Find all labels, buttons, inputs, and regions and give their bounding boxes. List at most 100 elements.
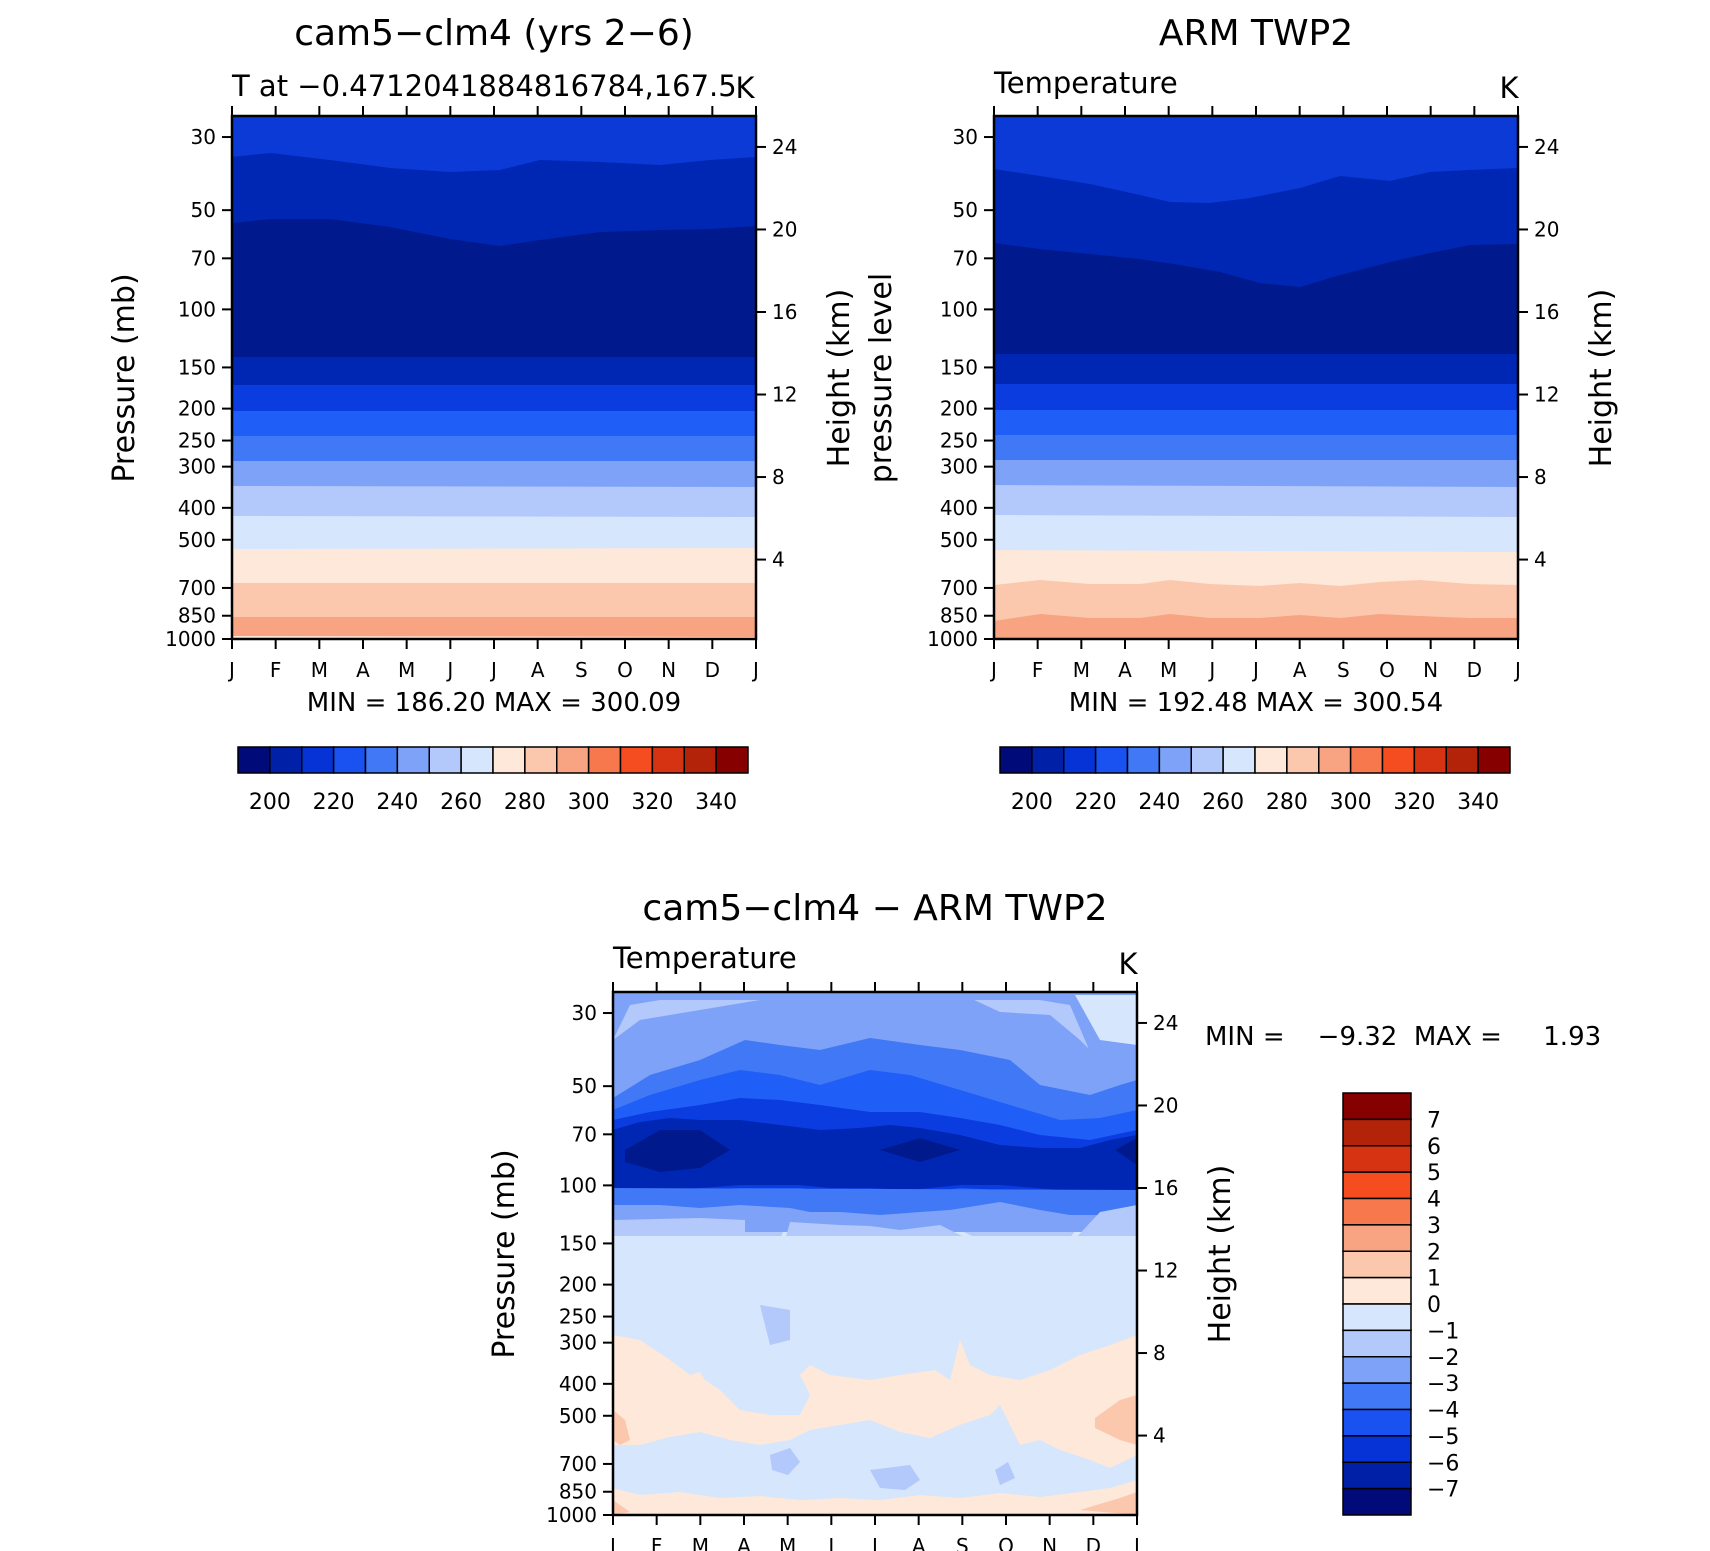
y-axis-label-left: pressure level (864, 273, 899, 483)
pressure-tick-label: 50 (191, 198, 216, 222)
colorbar-swatch (1342, 1250, 1412, 1279)
colorbar-swatch (1342, 1435, 1412, 1463)
colorbar-swatch (237, 746, 271, 774)
colorbar-swatch (619, 746, 654, 774)
pressure-tick-label: 700 (940, 576, 978, 600)
colorbar-label: 200 (249, 790, 291, 815)
colorbar-swatch (1094, 746, 1129, 774)
colorbar-label: −1 (1427, 1319, 1459, 1344)
pressure-tick-label: 200 (940, 397, 978, 421)
colorbar-swatch (1342, 1487, 1412, 1516)
height-tick-label: 20 (1534, 217, 1559, 241)
month-tick-label: J (227, 658, 235, 682)
month-tick-label: N (1042, 1534, 1057, 1551)
height-tick-label: 8 (772, 465, 785, 489)
pressure-tick-label: 150 (178, 355, 216, 379)
month-tick-label: F (651, 1534, 663, 1551)
colorbar-swatch (1342, 1224, 1412, 1252)
month-tick-label: M (1160, 658, 1177, 682)
colorbar-label: 260 (440, 790, 482, 815)
colorbar-label: 340 (1457, 790, 1499, 815)
colorbar-swatch (1342, 1145, 1412, 1173)
y-axis-label-right: Height (km) (1584, 289, 1619, 468)
month-tick-label: S (575, 658, 588, 682)
colorbar-label: 320 (631, 790, 673, 815)
colorbar-swatch (1190, 746, 1224, 774)
month-tick-label: N (661, 658, 676, 682)
month-tick-label: J (826, 1534, 834, 1551)
pressure-tick-label: 300 (559, 1331, 597, 1355)
height-tick-label: 4 (1153, 1424, 1166, 1448)
pressure-tick-label: 300 (178, 455, 216, 479)
colorbar-swatch (1318, 746, 1352, 774)
colorbar-label: 260 (1202, 790, 1244, 815)
pressure-tick-label: 700 (178, 576, 216, 600)
colorbar-label: −2 (1427, 1346, 1459, 1371)
height-tick-label: 12 (772, 383, 797, 407)
colorbar-swatch (1342, 1276, 1412, 1305)
month-tick-label: A (356, 658, 370, 682)
panel-subtitle: Temperature (993, 66, 1178, 100)
month-tick-label: A (531, 658, 545, 682)
colorbar-label: 300 (1330, 790, 1372, 815)
colorbar-label: 280 (1266, 790, 1308, 815)
colorbar-swatch (396, 746, 430, 774)
month-tick-label: A (1293, 658, 1307, 682)
month-tick-label: J (1251, 658, 1259, 682)
month-tick-label: J (1207, 658, 1215, 682)
pressure-tick-label: 1000 (927, 627, 978, 651)
colorbar-label: 7 (1427, 1108, 1441, 1133)
colorbar-swatch (999, 746, 1033, 774)
pressure-tick-label: 150 (559, 1231, 597, 1255)
pressure-tick-label: 50 (953, 198, 978, 222)
colorbar-label: 320 (1393, 790, 1435, 815)
pressure-tick-label: 30 (191, 125, 216, 149)
month-tick-label: J (1513, 658, 1521, 682)
colorbar: 200 220 240 260 280 300 320 340 (999, 746, 1511, 815)
colorbar-swatch (1342, 1171, 1412, 1200)
height-tick-label: 16 (1153, 1176, 1178, 1200)
colorbar-swatch (556, 746, 590, 774)
colorbar-label: 4 (1427, 1188, 1441, 1213)
month-tick-label: J (608, 1534, 616, 1551)
colorbar-label: 5 (1427, 1161, 1441, 1186)
height-tick-label: 12 (1153, 1259, 1178, 1283)
colorbar-label: −5 (1427, 1425, 1459, 1450)
y-axis-label-right: Height (km) (1203, 1165, 1238, 1344)
month-tick-label: O (617, 658, 633, 682)
contour-fill (613, 992, 1137, 1515)
minmax-label: MIN = 186.20 MAX = 300.09 (307, 688, 681, 718)
pressure-tick-label: 500 (559, 1404, 597, 1428)
contour-fill (232, 116, 756, 639)
pressure-tick-label: 200 (178, 397, 216, 421)
colorbar-label: 220 (1075, 790, 1117, 815)
pressure-tick-label: 850 (178, 604, 216, 628)
y-axis-label-left: Pressure (mb) (107, 273, 142, 482)
pressure-tick-label: 1000 (546, 1503, 597, 1527)
colorbar-label: 240 (376, 790, 418, 815)
minmax-label: MIN = 192.48 MAX = 300.54 (1069, 688, 1443, 718)
colorbar-swatch (1342, 1329, 1412, 1358)
pressure-tick-label: 50 (572, 1074, 597, 1098)
contour-fill (994, 116, 1518, 639)
colorbar-label: 200 (1011, 790, 1053, 815)
month-tick-label: M (311, 658, 328, 682)
panel-difference: cam5−clm4 − ARM TWP2 Temperature K (487, 888, 1601, 1551)
month-tick-label: N (1423, 658, 1438, 682)
pressure-tick-label: 30 (572, 1001, 597, 1025)
colorbar-label: 1 (1427, 1267, 1441, 1292)
pressure-tick-label: 200 (559, 1273, 597, 1297)
colorbar-swatch (683, 746, 717, 774)
panel-model: cam5−clm4 (yrs 2−6) T at −0.471204188481… (107, 13, 857, 815)
pressure-tick-label: 70 (191, 246, 216, 270)
colorbar-swatch (428, 746, 462, 774)
month-tick-label: O (1379, 658, 1395, 682)
colorbar-swatch (1342, 1382, 1412, 1411)
pressure-tick-label: 100 (178, 297, 216, 321)
month-tick-label: D (1467, 658, 1482, 682)
pressure-tick-label: 250 (559, 1305, 597, 1329)
month-tick-label: D (705, 658, 720, 682)
height-tick-label: 12 (1534, 383, 1559, 407)
